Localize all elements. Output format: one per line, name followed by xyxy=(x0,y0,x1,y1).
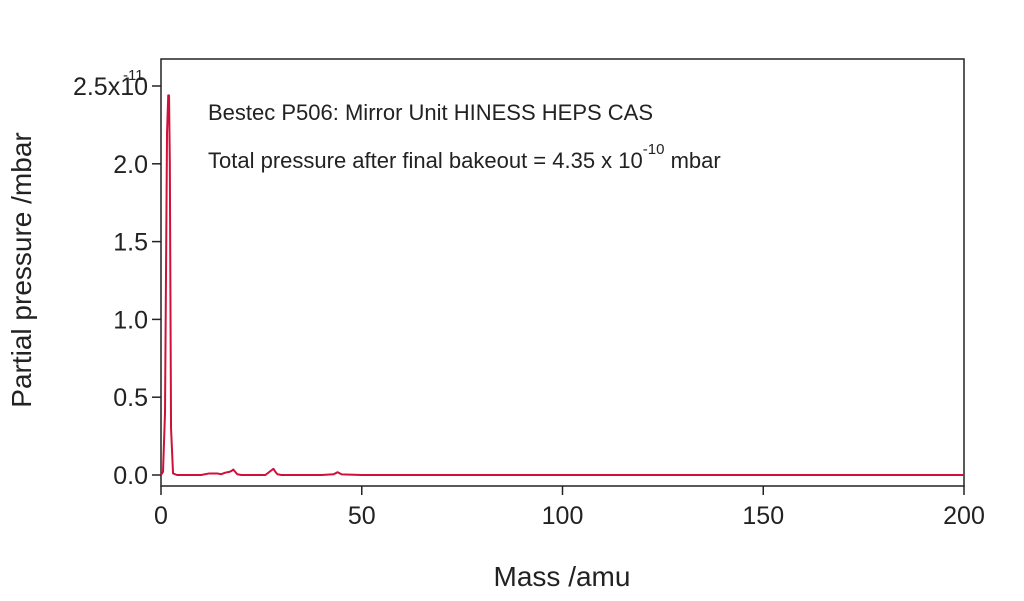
annotation-total-pressure-exponent: -10 xyxy=(643,141,665,158)
x-axis-label: Mass /amu xyxy=(494,561,631,592)
y-tick-label: 1.5 xyxy=(113,229,148,257)
y-axis-label: Partial pressure /mbar xyxy=(6,132,37,407)
y-tick-exponent: -11 xyxy=(123,67,144,84)
x-tick-label: 50 xyxy=(348,502,376,530)
y-tick-label: 2.5x10 xyxy=(73,73,148,101)
annotation-total-pressure-unit: mbar xyxy=(664,148,720,173)
series-line xyxy=(160,94,964,476)
annotation-total-pressure: Total pressure after final bakeout = 4.3… xyxy=(208,141,721,173)
x-tick-label: 200 xyxy=(943,502,985,530)
x-tick-label: 0 xyxy=(154,502,168,530)
y-tick-label: 2.0 xyxy=(113,151,148,179)
x-tick-label: 150 xyxy=(742,502,784,530)
y-tick-label: 0.5 xyxy=(113,384,148,412)
y-tick-label: 0.0 xyxy=(113,462,148,490)
y-tick-label: 1.0 xyxy=(113,306,148,334)
series-layer xyxy=(160,94,964,476)
annotation-title: Bestec P506: Mirror Unit HINESS HEPS CAS xyxy=(208,100,653,125)
axes-layer: 0 50 100 150 200 0.0 0.5 1.0 1.5 2.0 2.5x10-11 xyxy=(73,67,985,530)
annotation-total-pressure-main: Total pressure after final bakeout = 4.3… xyxy=(208,148,643,173)
x-tick-label: 100 xyxy=(542,502,584,530)
